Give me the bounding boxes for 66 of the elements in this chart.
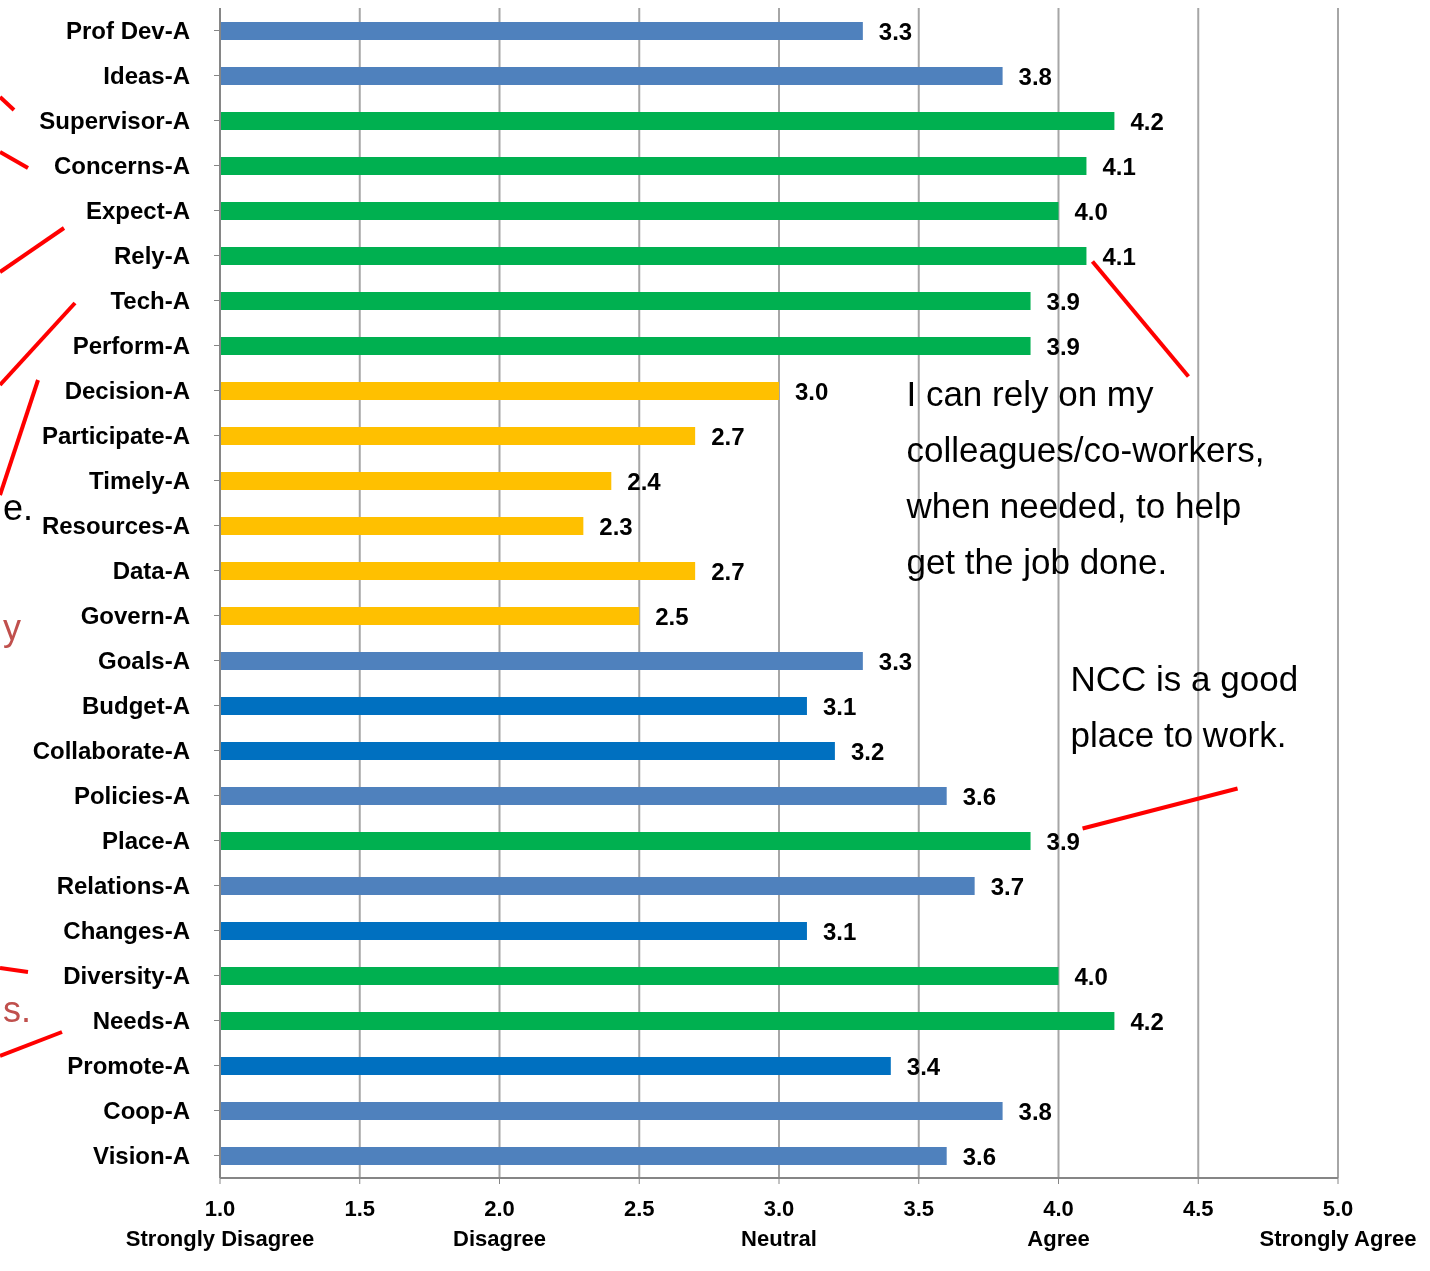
data-label: 4.2 xyxy=(1130,107,1164,135)
y-tick-label: Coop-A xyxy=(103,1096,190,1124)
y-tick-label: Rely-A xyxy=(113,241,190,269)
y-tick-label: Budget-A xyxy=(82,691,190,719)
y-tick-label: Concerns-A xyxy=(53,151,190,179)
data-label: 3.0 xyxy=(795,377,829,405)
data-label: 2.7 xyxy=(711,422,745,450)
y-tick-label: Policies-A xyxy=(73,781,190,809)
data-label: 3.9 xyxy=(1046,827,1080,855)
data-label: 3.3 xyxy=(878,647,913,675)
y-tick-label: Ideas-A xyxy=(103,61,190,89)
data-label: 3.1 xyxy=(822,692,857,720)
y-tick-label: Perform-A xyxy=(72,331,190,359)
data-label: 2.3 xyxy=(599,512,633,540)
data-label: 3.1 xyxy=(822,917,857,945)
x-tick-label: 2.0 Disagree xyxy=(453,1196,546,1251)
text: y xyxy=(3,607,21,648)
y-tick-label: Resources-A xyxy=(41,511,190,539)
data-label: 4.0 xyxy=(1074,197,1108,225)
y-tick-label: Diversity-A xyxy=(63,961,190,989)
y-tick-label: Timely-A xyxy=(89,466,190,494)
x-tick-label: 4.5 xyxy=(1182,1196,1214,1221)
y-tick-label: Data-A xyxy=(112,556,190,584)
y-tick-label: Vision-A xyxy=(93,1141,190,1169)
x-tick-label: 3.0 Neutral xyxy=(741,1196,817,1251)
data-label: 3.7 xyxy=(990,872,1025,900)
y-tick-label: Expect-A xyxy=(85,196,190,224)
y-tick-label: Supervisor-A xyxy=(39,106,190,134)
data-label: 2.4 xyxy=(627,467,662,495)
y-tick-label: Goals-A xyxy=(97,646,190,674)
data-label: 4.1 xyxy=(1102,152,1136,180)
data-label: 4.1 xyxy=(1102,242,1136,270)
y-tick-label: Collaborate-A xyxy=(32,736,190,764)
x-tick-label: 3.5 xyxy=(903,1196,935,1221)
y-tick-label: Needs-A xyxy=(92,1006,190,1034)
data-label: 3.2 xyxy=(850,737,885,765)
data-label: 3.8 xyxy=(1018,62,1052,90)
data-label: 4.2 xyxy=(1130,1007,1164,1035)
data-label: 2.5 xyxy=(655,602,689,630)
y-tick-label: Place-A xyxy=(101,826,190,854)
data-label: 3.9 xyxy=(1046,332,1080,360)
data-label: 2.7 xyxy=(711,557,745,585)
text: e. xyxy=(3,487,34,528)
x-tick-label: 5.0 Strongly Agree xyxy=(1259,1196,1417,1251)
data-label: 3.4 xyxy=(906,1052,941,1080)
data-label: 3.6 xyxy=(962,782,997,810)
y-tick-label: Relations-A xyxy=(56,871,190,899)
x-tick-label: 4.0 Agree xyxy=(1027,1196,1090,1251)
data-label: 3.6 xyxy=(962,1142,997,1170)
y-tick-label: Prof Dev-A xyxy=(65,16,190,44)
data-label: 3.3 xyxy=(878,17,913,45)
y-tick-label: Govern-A xyxy=(80,601,190,629)
y-tick-label: Decision-A xyxy=(64,376,190,404)
x-tick-label: 2.5 xyxy=(623,1196,655,1221)
x-tick-label: 1.5 xyxy=(344,1196,376,1221)
y-tick-label: Participate-A xyxy=(41,421,190,449)
annotation: I can rely on my colleagues/co-workers, when needed, to help get the job done. xyxy=(905,373,1265,581)
data-label: 3.8 xyxy=(1018,1097,1052,1125)
y-tick-label: Promote-A xyxy=(67,1051,190,1079)
annotation: NCC is a good place to work. xyxy=(1070,658,1299,754)
x-tick-label: 1.0 Strongly Disagree xyxy=(125,1196,315,1251)
y-tick-label: Tech-A xyxy=(110,286,190,314)
y-tick-label: Changes-A xyxy=(63,916,190,944)
data-label: 4.0 xyxy=(1074,962,1108,990)
data-label: 3.9 xyxy=(1046,287,1080,315)
text: s. xyxy=(3,989,32,1030)
